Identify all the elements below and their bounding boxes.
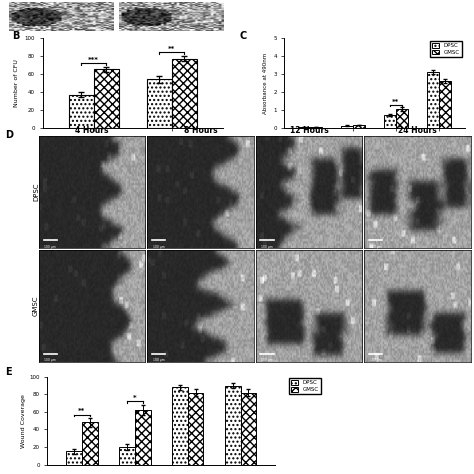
Text: **: ** [78,408,85,414]
Bar [396,109,408,128]
Bar [341,126,353,128]
Title: 8 Hours: 8 Hours [184,126,218,135]
Text: *: * [133,395,137,401]
Y-axis label: Wound Coverage: Wound Coverage [21,394,27,447]
Bar [93,70,118,128]
Y-axis label: DPSC: DPSC [33,182,39,201]
Text: **: ** [168,46,175,52]
Text: **: ** [392,99,400,105]
Bar [172,59,197,128]
Text: E: E [5,367,11,377]
Title: 4 Hours: 4 Hours [75,126,109,135]
Y-axis label: Absorbance at 490nm: Absorbance at 490nm [263,52,268,114]
Text: D: D [5,130,13,140]
Bar [427,72,439,128]
Legend: DPSC, GMSC: DPSC, GMSC [430,41,462,57]
Text: B: B [12,31,19,41]
Bar [225,386,240,465]
Text: 100 μm: 100 μm [153,245,164,248]
Bar [66,451,82,465]
Bar [240,392,256,465]
Text: 100 μm: 100 μm [44,358,56,362]
Bar [384,115,396,128]
Title: 24 Hours: 24 Hours [398,126,437,135]
Bar [353,125,365,128]
Text: ***: *** [88,57,99,63]
Text: 100 μm: 100 μm [261,358,273,362]
Title: 12 Hours: 12 Hours [290,126,328,135]
Text: 100 μm: 100 μm [44,245,56,248]
Bar [82,422,98,465]
Text: C: C [239,31,246,41]
Bar [188,392,203,465]
Text: 100 μm: 100 μm [261,245,273,248]
Bar [69,95,93,128]
Y-axis label: GMSC: GMSC [33,295,39,316]
Y-axis label: Number of CFU: Number of CFU [14,59,19,107]
Bar [147,79,172,128]
Bar [119,447,135,465]
Bar [135,410,151,465]
Bar [439,81,451,128]
Text: 100 μm: 100 μm [370,245,382,248]
Bar [310,127,322,128]
Bar [298,127,310,128]
Text: 100 μm: 100 μm [153,358,164,362]
Bar [172,387,188,465]
Legend: DPSC, GMSC: DPSC, GMSC [289,378,321,394]
Text: 100 μm: 100 μm [370,358,382,362]
